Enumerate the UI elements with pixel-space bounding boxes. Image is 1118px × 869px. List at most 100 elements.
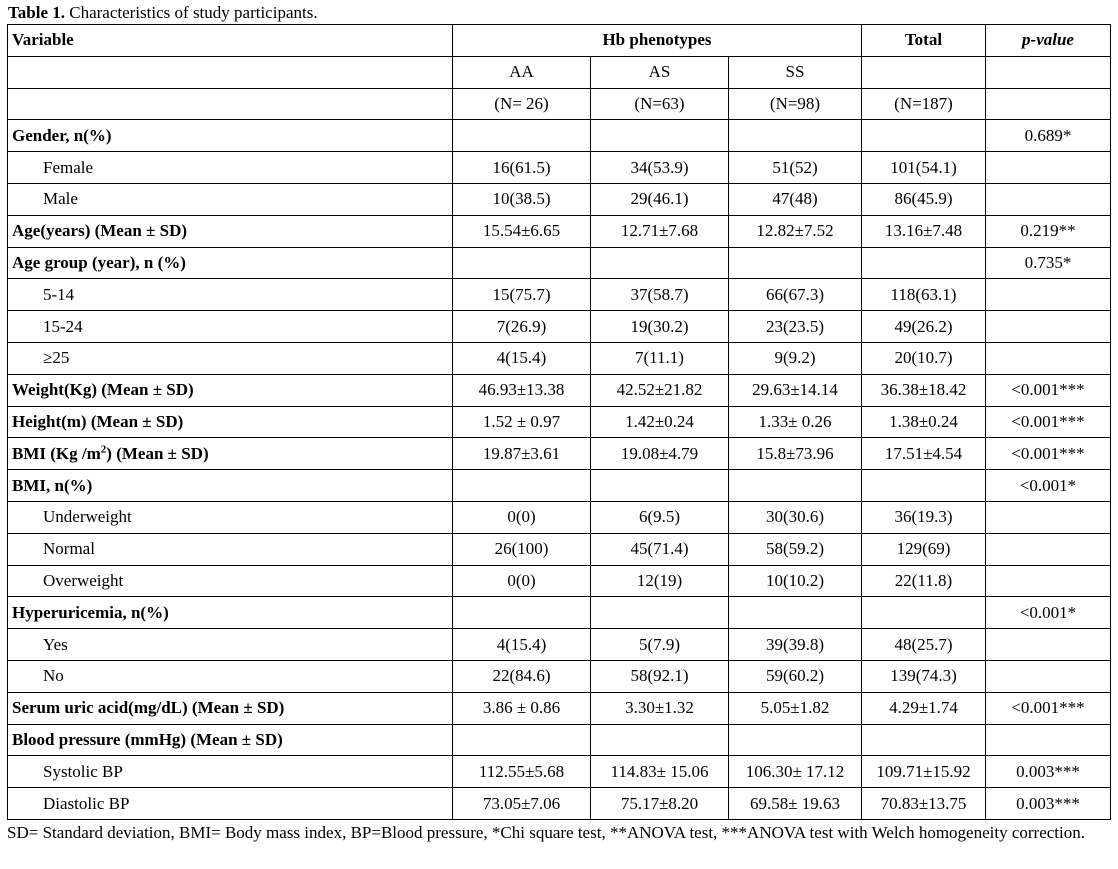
cell-total: 20(10.7) xyxy=(861,341,986,375)
cell-aa xyxy=(452,119,591,153)
header-pvalue: p-value xyxy=(985,24,1111,57)
header-hb-phenotypes: Hb phenotypes xyxy=(452,24,862,57)
row-label: Yes xyxy=(7,628,453,661)
row-label: Normal xyxy=(7,532,453,566)
cell-as: 34(53.9) xyxy=(590,151,729,184)
cell-aa: 26(100) xyxy=(452,532,591,566)
cell-ss: 58(59.2) xyxy=(728,532,862,566)
cell-ss xyxy=(728,119,862,153)
row-label: Female xyxy=(7,151,453,184)
n-ss: (N=98) xyxy=(728,87,862,121)
table-row: BMI (Kg /m2) (Mean ± SD) 19.87±3.61 19.08±… xyxy=(7,437,1111,471)
cell-p xyxy=(985,659,1111,693)
table-row: ≥25 4(15.4) 7(11.1) 9(9.2) 20(10.7) xyxy=(7,341,1111,375)
cell-total: 70.83±13.75 xyxy=(861,787,986,820)
row-label: Age group (year), n (%) xyxy=(7,246,453,280)
cell-ss: 5.05±1.82 xyxy=(728,691,862,725)
cell-total: 109.71±15.92 xyxy=(861,755,986,789)
cell-as: 75.17±8.20 xyxy=(590,787,729,820)
cell-aa: 73.05±7.06 xyxy=(452,787,591,820)
row-label: 5-14 xyxy=(7,278,453,312)
cell-as: 6(9.5) xyxy=(590,500,729,534)
cell-p xyxy=(985,182,1111,216)
table-row: Weight(Kg) (Mean ± SD) 46.93±13.38 42.52±2… xyxy=(7,373,1111,407)
cell-total: 129(69) xyxy=(861,532,986,566)
cell-p: 0.689* xyxy=(985,119,1111,153)
cell-aa: 4(15.4) xyxy=(452,341,591,375)
row-label: Underweight xyxy=(7,500,453,534)
row-label: Serum uric acid(mg/dL) (Mean ± SD) xyxy=(7,691,453,725)
empty-cell xyxy=(861,55,986,89)
cell-aa: 16(61.5) xyxy=(452,151,591,184)
table-caption-text: Characteristics of study participants. xyxy=(65,3,318,22)
cell-total: 4.29±1.74 xyxy=(861,691,986,725)
cell-total: 17.51±4.54 xyxy=(861,437,986,471)
cell-aa: 46.93±13.38 xyxy=(452,373,591,407)
table-row: Systolic BP 112.55±5.68 114.83± 15.06 106.3… xyxy=(7,755,1111,789)
cell-as: 3.30±1.32 xyxy=(590,691,729,725)
cell-total: 118(63.1) xyxy=(861,278,986,312)
cell-as xyxy=(590,246,729,280)
table-row: Yes 4(15.4) 5(7.9) 39(39.8) 48(25.7) xyxy=(7,628,1111,661)
table-row: Blood pressure (mmHg) (Mean ± SD) xyxy=(7,723,1111,757)
row-label: Gender, n(%) xyxy=(7,119,453,153)
cell-p: <0.001*** xyxy=(985,691,1111,725)
cell-total xyxy=(861,596,986,630)
cell-total xyxy=(861,723,986,757)
row-label-superscript: 2 xyxy=(100,443,107,456)
cell-ss: 29.63±14.14 xyxy=(728,373,862,407)
cell-p xyxy=(985,278,1111,312)
row-label: Diastolic BP xyxy=(7,787,453,820)
cell-p: 0.219** xyxy=(985,214,1111,248)
cell-total: 139(74.3) xyxy=(861,659,986,693)
cell-ss: 51(52) xyxy=(728,151,862,184)
cell-as: 1.42±0.24 xyxy=(590,405,729,439)
row-label: Height(m) (Mean ± SD) xyxy=(7,405,453,439)
cell-aa: 1.52 ± 0.97 xyxy=(452,405,591,439)
cell-as: 5(7.9) xyxy=(590,628,729,661)
row-label: BMI (Kg /m2) (Mean ± SD) xyxy=(7,437,453,471)
empty-cell xyxy=(985,55,1111,89)
header-total: Total xyxy=(861,24,986,57)
cell-aa: 0(0) xyxy=(452,500,591,534)
table-caption: Table 1. Characteristics of study partic… xyxy=(8,3,318,23)
cell-aa: 10(38.5) xyxy=(452,182,591,216)
header-aa: AA xyxy=(452,55,591,89)
table-row: Diastolic BP 73.05±7.06 75.17±8.20 69.58± 1… xyxy=(7,787,1111,820)
n-as: (N=63) xyxy=(590,87,729,121)
cell-aa xyxy=(452,469,591,502)
cell-as: 37(58.7) xyxy=(590,278,729,312)
cell-as: 29(46.1) xyxy=(590,182,729,216)
row-label-text: ) (Mean ± SD) xyxy=(106,443,209,463)
cell-ss: 39(39.8) xyxy=(728,628,862,661)
n-aa: (N= 26) xyxy=(452,87,591,121)
cell-total: 48(25.7) xyxy=(861,628,986,661)
cell-aa: 19.87±3.61 xyxy=(452,437,591,471)
row-label: Weight(Kg) (Mean ± SD) xyxy=(7,373,453,407)
row-label: Male xyxy=(7,182,453,216)
table-row: Male 10(38.5) 29(46.1) 47(48) 86(45.9) xyxy=(7,182,1111,216)
cell-ss: 12.82±7.52 xyxy=(728,214,862,248)
table-row: Underweight 0(0) 6(9.5) 30(30.6) 36(19.3) xyxy=(7,500,1111,534)
cell-p xyxy=(985,151,1111,184)
table-row: 5-14 15(75.7) 37(58.7) 66(67.3) 118(63.1) xyxy=(7,278,1111,312)
cell-p: <0.001*** xyxy=(985,437,1111,471)
n-total: (N=187) xyxy=(861,87,986,121)
cell-p xyxy=(985,564,1111,598)
table-row: Overweight 0(0) 12(19) 10(10.2) 22(11.8) xyxy=(7,564,1111,598)
row-label: Hyperuricemia, n(%) xyxy=(7,596,453,630)
row-label: BMI, n(%) xyxy=(7,469,453,502)
cell-as: 42.52±21.82 xyxy=(590,373,729,407)
table-row: Normal 26(100) 45(71.4) 58(59.2) 129(69) xyxy=(7,532,1111,566)
cell-ss: 9(9.2) xyxy=(728,341,862,375)
cell-total: 36.38±18.42 xyxy=(861,373,986,407)
cell-ss xyxy=(728,723,862,757)
cell-ss: 1.33± 0.26 xyxy=(728,405,862,439)
empty-cell xyxy=(7,55,453,89)
table-footnote: SD= Standard deviation, BMI= Body mass i… xyxy=(7,823,1085,842)
cell-p: <0.001* xyxy=(985,596,1111,630)
row-label-text: BMI (Kg /m xyxy=(12,443,101,463)
cell-ss: 47(48) xyxy=(728,182,862,216)
cell-as xyxy=(590,723,729,757)
cell-p xyxy=(985,532,1111,566)
